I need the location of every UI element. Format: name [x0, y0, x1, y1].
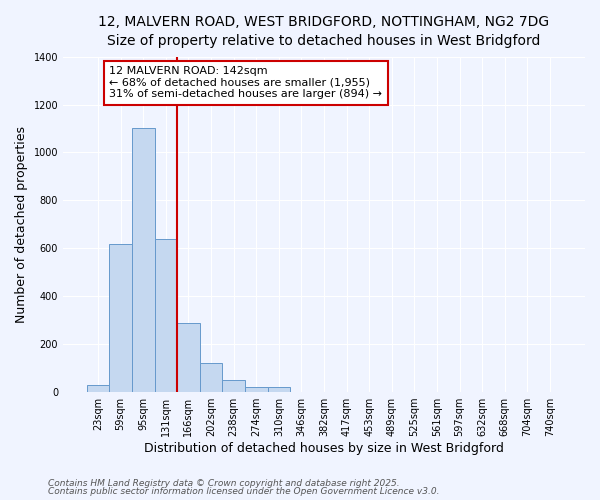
Bar: [245, 388, 268, 392]
Text: Contains public sector information licensed under the Open Government Licence v3: Contains public sector information licen…: [48, 487, 439, 496]
Bar: [87, 385, 109, 392]
Bar: [132, 128, 155, 392]
Bar: [109, 244, 132, 392]
Bar: [155, 238, 177, 392]
Bar: [268, 388, 290, 392]
Text: Contains HM Land Registry data © Crown copyright and database right 2025.: Contains HM Land Registry data © Crown c…: [48, 478, 400, 488]
Bar: [200, 364, 223, 392]
Y-axis label: Number of detached properties: Number of detached properties: [15, 126, 28, 323]
X-axis label: Distribution of detached houses by size in West Bridgford: Distribution of detached houses by size …: [144, 442, 504, 455]
Text: 12 MALVERN ROAD: 142sqm
← 68% of detached houses are smaller (1,955)
31% of semi: 12 MALVERN ROAD: 142sqm ← 68% of detache…: [109, 66, 382, 100]
Title: 12, MALVERN ROAD, WEST BRIDGFORD, NOTTINGHAM, NG2 7DG
Size of property relative : 12, MALVERN ROAD, WEST BRIDGFORD, NOTTIN…: [98, 15, 550, 48]
Bar: [223, 380, 245, 392]
Bar: [177, 322, 200, 392]
